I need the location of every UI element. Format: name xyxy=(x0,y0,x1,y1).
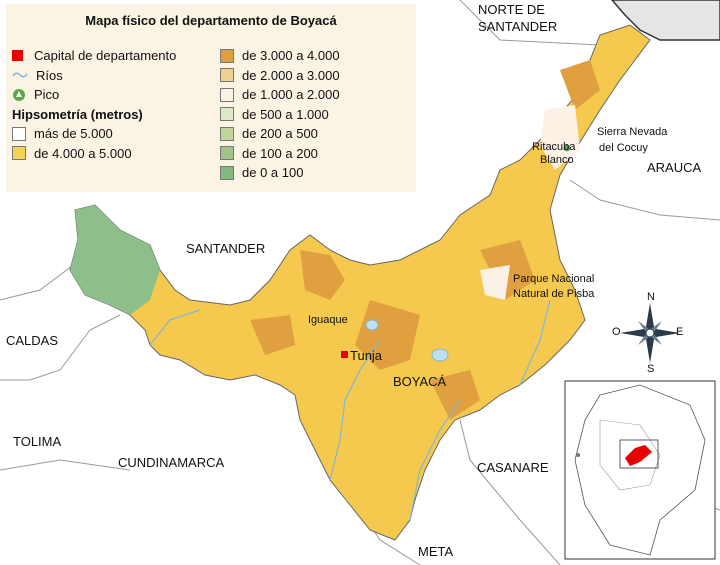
label-sierra-nevada-line1: Sierra Nevada xyxy=(597,126,668,138)
label-santander: SANTANDER xyxy=(186,241,265,256)
colombia-inset-map xyxy=(564,380,716,560)
label-arauca: ARAUCA xyxy=(647,160,702,175)
legend-item-3000-4000: de 3.000 a 4.000 xyxy=(220,46,340,66)
legend-item-0-100: de 0 a 100 xyxy=(220,163,340,183)
red-square-icon xyxy=(12,50,23,62)
swatch-100-200 xyxy=(220,146,234,161)
river-line-icon xyxy=(12,72,28,78)
peak-triangle-icon xyxy=(13,88,25,101)
legend-item-1000-2000: de 1.000 a 2.000 xyxy=(220,85,340,105)
label-ritacuba-line1: Ritacuba xyxy=(532,141,576,153)
legend-left-column: Capital de departamento Ríos Pico Hipsom… xyxy=(12,46,176,163)
map-title: Mapa físico del departamento de Boyacá xyxy=(85,13,337,28)
legend-panel: Mapa físico del departamento de Boyacá C… xyxy=(6,4,416,192)
rivers xyxy=(149,299,551,521)
legend-item-peak: Pico xyxy=(12,85,176,105)
legend-right-column: de 3.000 a 4.000 de 2.000 a 3.000 de 1.0… xyxy=(220,46,340,183)
legend-item-above-5000: más de 5.000 xyxy=(12,124,176,144)
swatch-2000-3000 xyxy=(220,68,234,83)
compass-n: N xyxy=(647,291,655,303)
compass-rose-icon: N S E O xyxy=(612,291,683,375)
label-caldas: CALDAS xyxy=(6,333,58,348)
label-tolima: TOLIMA xyxy=(13,434,61,449)
label-norte-santander-line2: SANTANDER xyxy=(478,19,557,34)
legend-item-500-1000: de 500 a 1.000 xyxy=(220,105,340,125)
label-tunja: Tunja xyxy=(350,348,383,363)
legend-item-rivers: Ríos xyxy=(12,66,176,86)
label-norte-santander-line1: NORTE DE xyxy=(478,2,545,17)
compass-s: S xyxy=(647,363,654,375)
legend-item-capital: Capital de departamento xyxy=(12,46,176,66)
swatch-500-1000 xyxy=(220,107,234,122)
legend-item-200-500: de 200 a 500 xyxy=(220,124,340,144)
ritacuba-peak-icon xyxy=(562,143,572,153)
label-meta: META xyxy=(418,544,453,559)
tunja-capital-marker xyxy=(341,351,348,358)
legend-heading-hypsometry: Hipsometría (metros) xyxy=(12,106,143,122)
swatch-3000-4000 xyxy=(220,48,234,63)
legend-item-2000-3000: de 2.000 a 3.000 xyxy=(220,66,340,86)
label-casanare: CASANARE xyxy=(477,460,549,475)
venezuela-area xyxy=(611,0,720,41)
compass-o: O xyxy=(612,326,621,338)
swatch-1000-2000 xyxy=(220,87,234,102)
legend-item-4000-5000: de 4.000 a 5.000 xyxy=(12,144,176,164)
label-iguaque: Iguaque xyxy=(308,314,348,326)
swatch-200-500 xyxy=(220,126,234,141)
swatch-4000-5000 xyxy=(12,146,26,161)
label-pisba-line2: Natural de Pisba xyxy=(513,288,595,300)
swatch-above-5000 xyxy=(12,126,26,141)
label-ritacuba-line2: Blanco xyxy=(540,154,574,166)
label-boyaca: BOYACÁ xyxy=(393,374,447,389)
boyaca-department xyxy=(69,24,651,541)
label-cundinamarca: CUNDINAMARCA xyxy=(118,455,225,470)
legend-item-100-200: de 100 a 200 xyxy=(220,144,340,164)
compass-e: E xyxy=(676,326,683,338)
label-sierra-nevada-line2: del Cocuy xyxy=(599,142,648,154)
swatch-0-100 xyxy=(220,165,234,180)
label-pisba-line1: Parque Nacional xyxy=(513,273,594,285)
